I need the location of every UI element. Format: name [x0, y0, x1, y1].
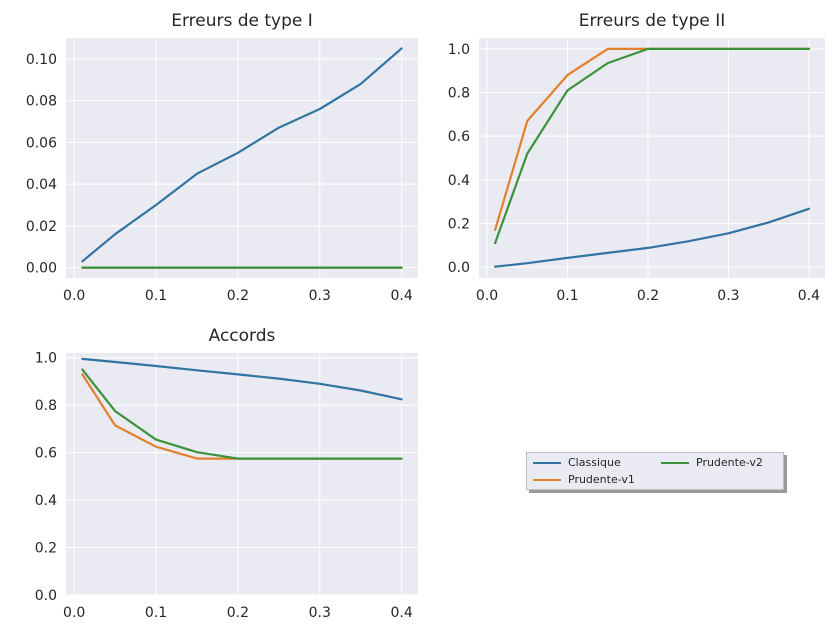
x-tick-label: 0.0 — [63, 288, 85, 304]
y-tick-label: 0.08 — [26, 94, 57, 110]
x-tick-label: 0.3 — [309, 288, 331, 304]
x-tick-label: 0.4 — [390, 605, 412, 621]
subplot-title: Erreurs de type II — [579, 11, 726, 31]
y-tick-label: 0.4 — [35, 493, 57, 509]
y-tick-label: 1.0 — [35, 351, 57, 367]
y-tick-label: 0.4 — [448, 173, 470, 189]
y-tick-label: 0.2 — [448, 216, 470, 232]
x-tick-label: 0.1 — [556, 288, 578, 304]
y-tick-label: 0.6 — [448, 129, 470, 145]
x-tick-label: 0.3 — [309, 605, 331, 621]
legend-swatch-classique — [533, 461, 561, 464]
legend-label-prudente-v2: Prudente-v2 — [696, 456, 763, 469]
y-tick-label: 0.6 — [35, 446, 57, 462]
x-tick-label: 0.4 — [390, 288, 412, 304]
legend-swatch-prudente-v1 — [533, 478, 561, 481]
y-tick-label: 0.0 — [448, 260, 470, 276]
x-tick-label: 0.4 — [798, 288, 820, 304]
series-line-prudente-v2 — [81, 368, 403, 460]
y-tick-label: 0.0 — [35, 588, 57, 604]
y-tick-label: 0.00 — [26, 261, 57, 277]
series-line-prudente-v2 — [494, 47, 811, 245]
legend-item-prudente-v1: Prudente-v1 — [533, 473, 635, 486]
plot-area — [66, 353, 418, 595]
x-tick-label: 0.0 — [476, 288, 498, 304]
y-tick-label: 0.8 — [448, 86, 470, 102]
y-tick-label: 1.0 — [448, 42, 470, 58]
plot-area — [479, 38, 825, 278]
x-tick-label: 0.1 — [145, 605, 167, 621]
legend-item-classique: Classique — [533, 456, 621, 469]
x-tick-label: 0.3 — [717, 288, 739, 304]
subplot-title: Accords — [209, 326, 276, 346]
x-tick-label: 0.1 — [145, 288, 167, 304]
y-tick-label: 0.10 — [26, 52, 57, 68]
x-tick-label: 0.2 — [227, 288, 249, 304]
plot-area — [66, 38, 418, 278]
y-tick-label: 0.02 — [26, 219, 57, 235]
y-tick-label: 0.8 — [35, 398, 57, 414]
legend: Classique Prudente-v1 Prudente-v2 — [526, 452, 784, 490]
legend-item-prudente-v2: Prudente-v2 — [661, 456, 763, 469]
y-tick-label: 0.04 — [26, 177, 57, 193]
series-line-classique — [81, 357, 403, 401]
x-tick-label: 0.0 — [63, 605, 85, 621]
y-tick-label: 0.06 — [26, 135, 57, 151]
subplot-3: 0.0 0.1 0.2 0.3 0.4 0.0 0.2 0.4 0.6 0.8 1.0 Accords — [35, 326, 418, 621]
x-tick-label: 0.2 — [227, 605, 249, 621]
series-line-classique — [81, 47, 403, 263]
legend-swatch-prudente-v2 — [661, 461, 689, 464]
subplot-1: 0.0 0.1 0.2 0.3 0.4 0.00 0.02 0.04 0.06 0.08 0.10 E… — [26, 11, 418, 304]
legend-label-prudente-v1: Prudente-v1 — [568, 473, 635, 486]
y-tick-label: 0.2 — [35, 541, 57, 557]
x-tick-label: 0.2 — [637, 288, 659, 304]
subplot-2: 0.0 0.1 0.2 0.3 0.4 0.0 0.2 0.4 0.6 0.8 1.0 Erreurs… — [448, 11, 825, 304]
legend-label-classique: Classique — [568, 456, 621, 469]
subplot-title: Erreurs de type I — [171, 11, 313, 31]
series-line-classique — [494, 207, 811, 268]
